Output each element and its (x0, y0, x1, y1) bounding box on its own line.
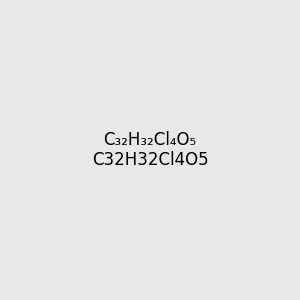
Text: C₃₂H₃₂Cl₄O₅
C32H32Cl4O5: C₃₂H₃₂Cl₄O₅ C32H32Cl4O5 (92, 130, 208, 170)
